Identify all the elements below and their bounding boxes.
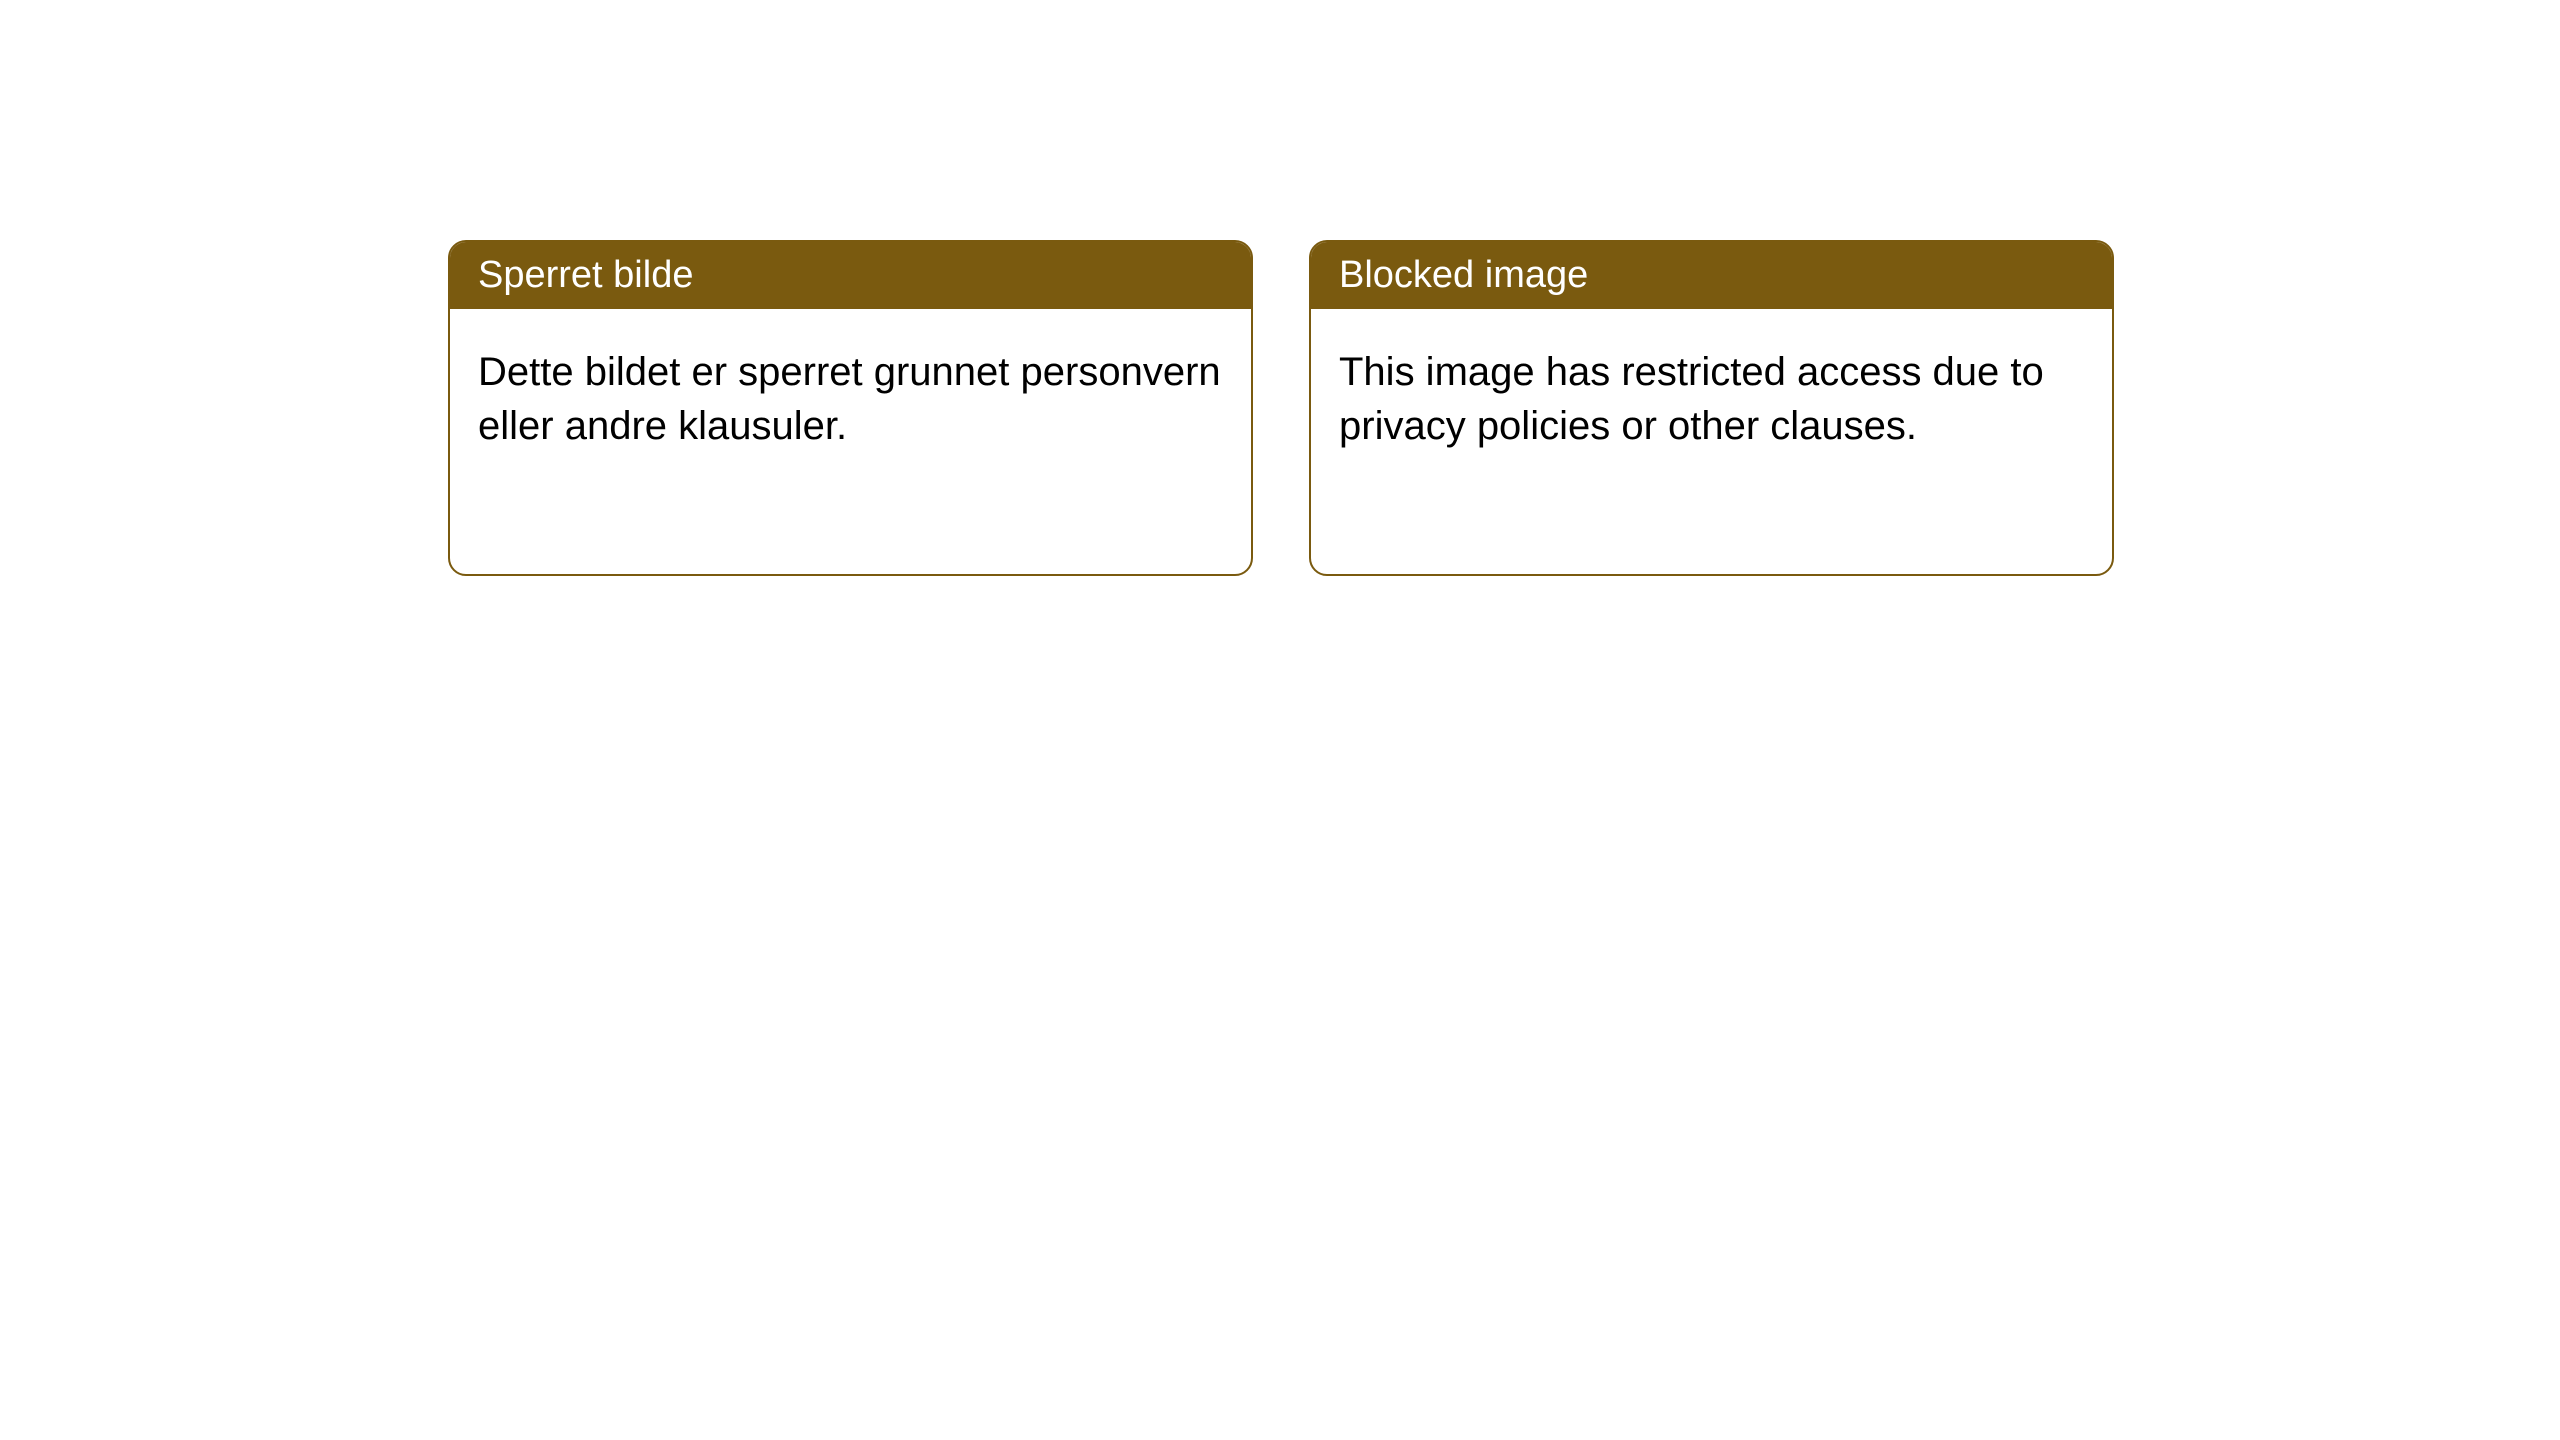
card-message: This image has restricted access due to …: [1339, 350, 2044, 448]
card-header-norwegian: Sperret bilde: [450, 242, 1251, 309]
card-title: Sperret bilde: [478, 254, 693, 296]
card-message: Dette bildet er sperret grunnet personve…: [478, 350, 1221, 448]
card-header-english: Blocked image: [1311, 242, 2112, 309]
card-body-english: This image has restricted access due to …: [1311, 309, 2112, 489]
notice-card-english: Blocked image This image has restricted …: [1309, 240, 2114, 576]
card-title: Blocked image: [1339, 254, 1588, 296]
notice-card-norwegian: Sperret bilde Dette bildet er sperret gr…: [448, 240, 1253, 576]
notice-container: Sperret bilde Dette bildet er sperret gr…: [0, 0, 2560, 576]
card-body-norwegian: Dette bildet er sperret grunnet personve…: [450, 309, 1251, 489]
